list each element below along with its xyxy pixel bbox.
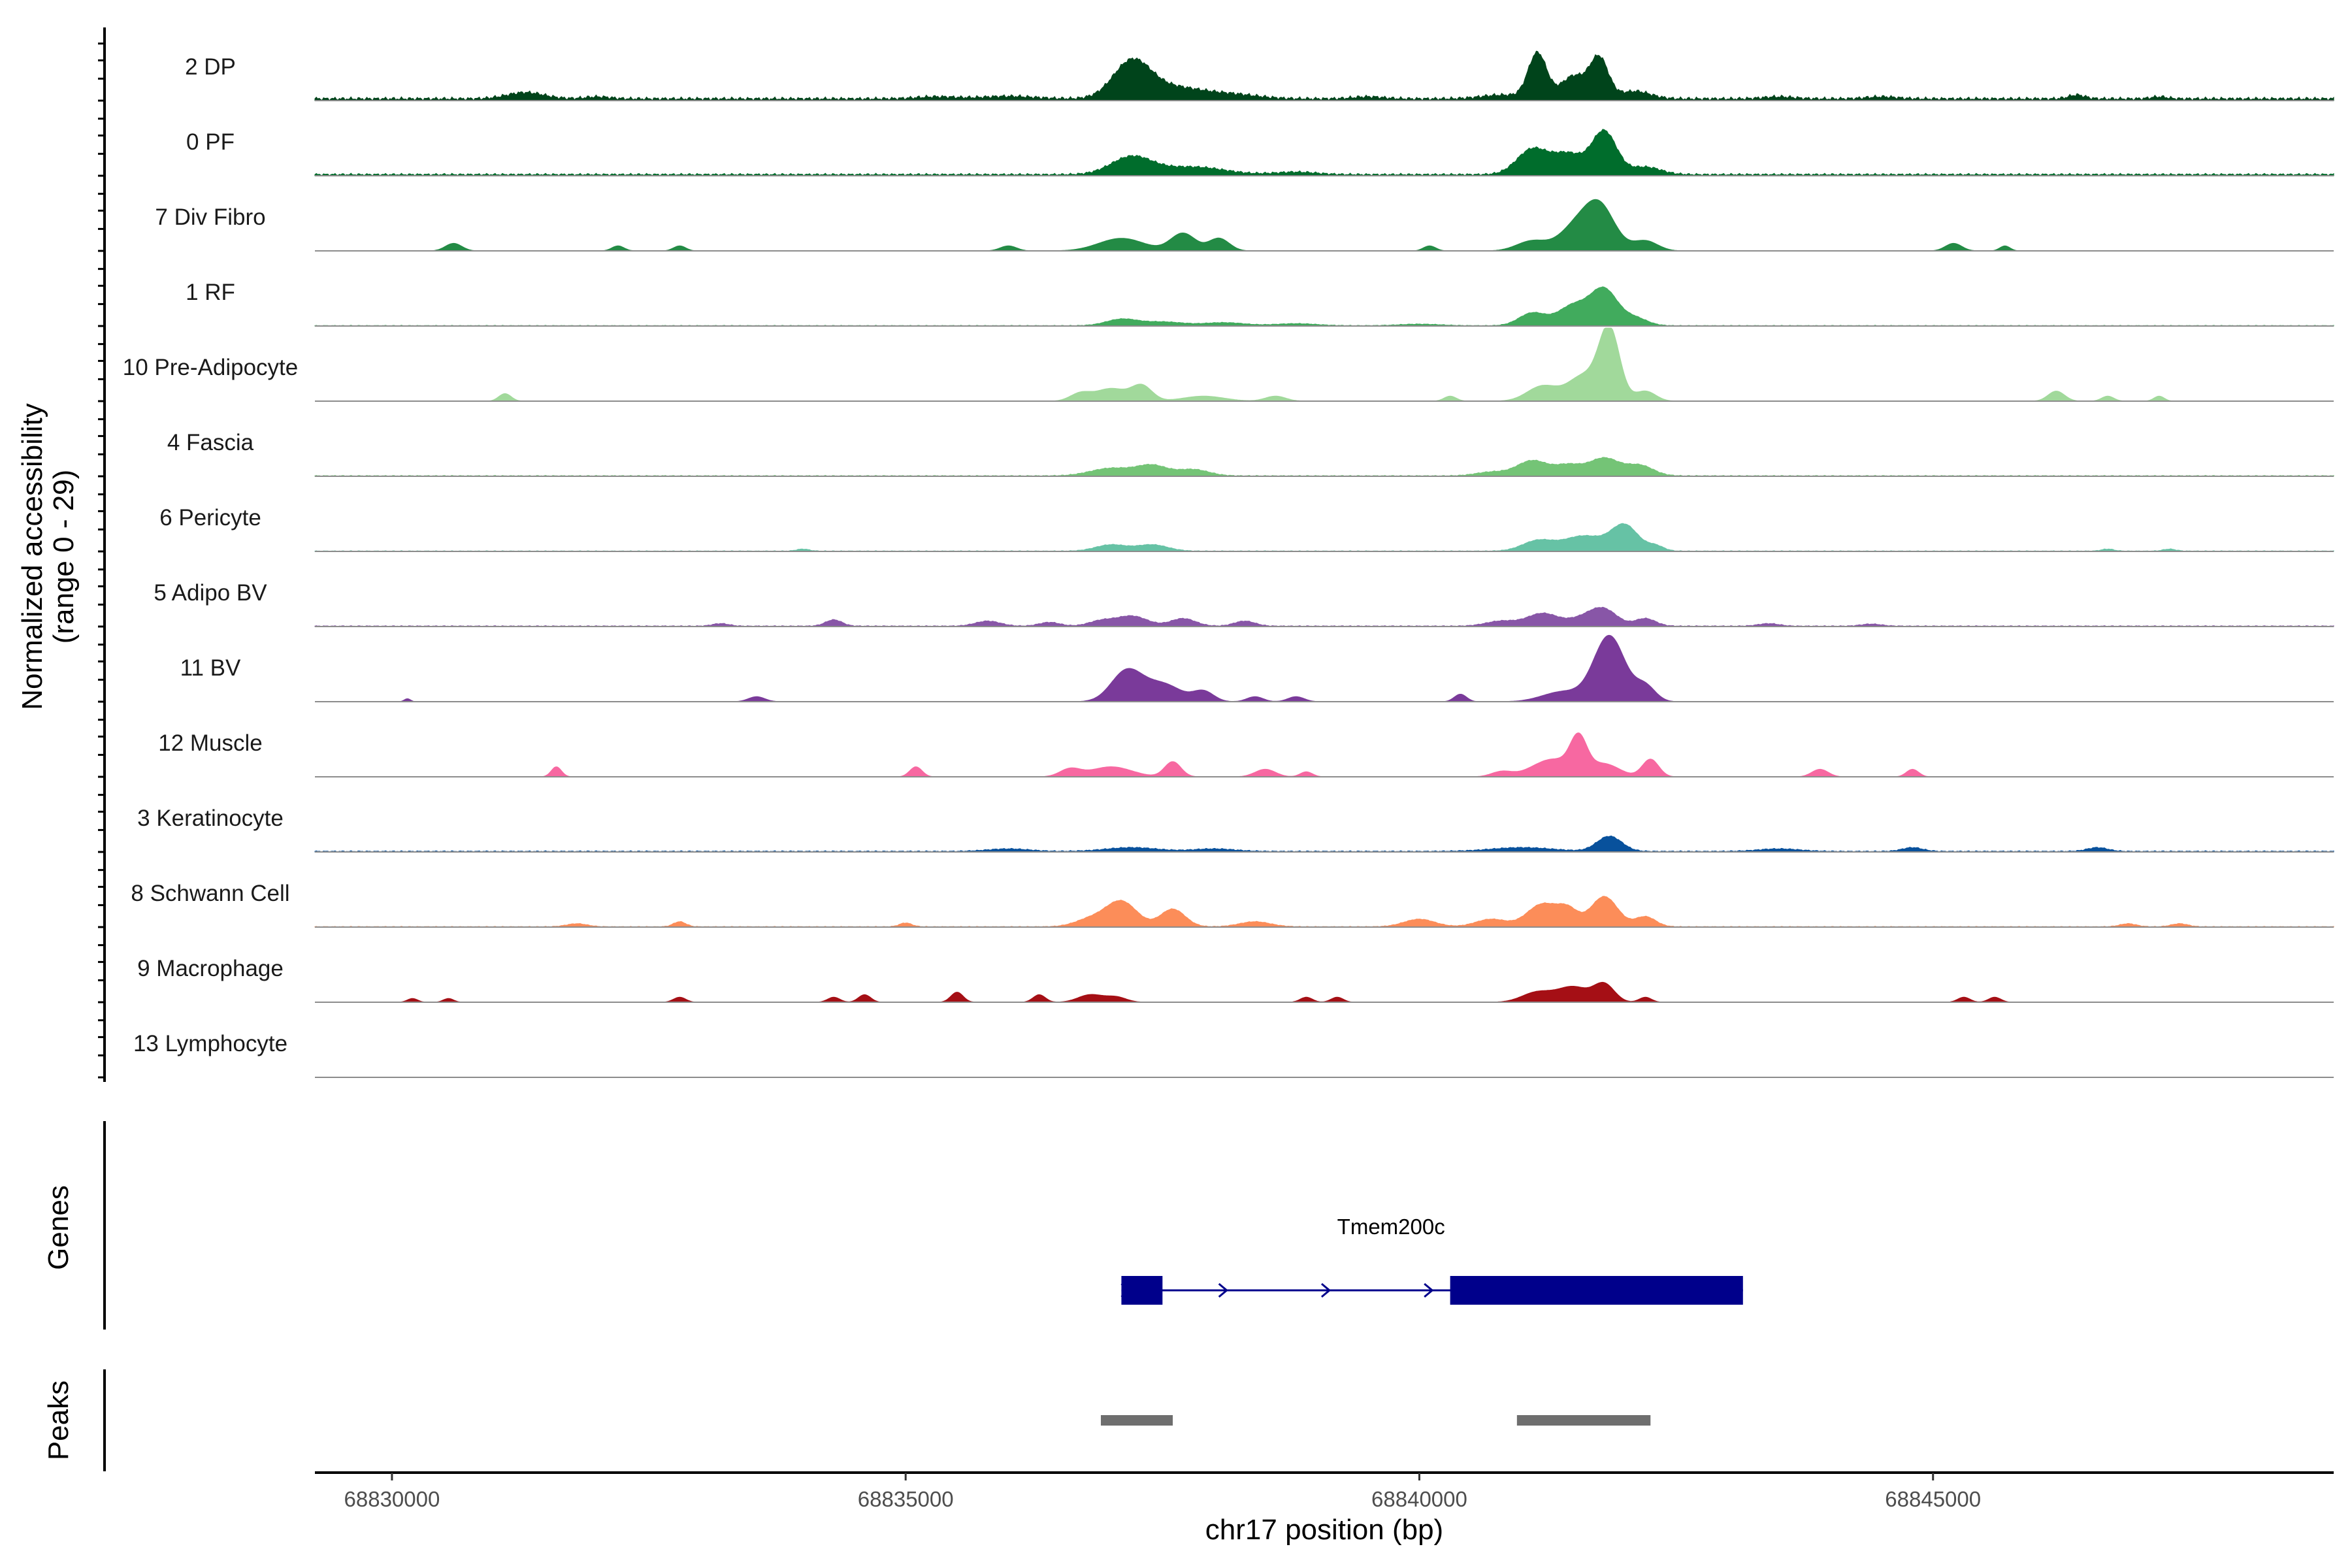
genes-panel-title: Genes: [42, 1185, 74, 1270]
track-10-pre-adipocyte: 10 Pre-Adipocyte: [98, 327, 2334, 402]
coverage-area: [314, 129, 2334, 176]
track-9-macrophage: 9 Macrophage: [98, 944, 2334, 1004]
track-1-rf: 1 RF: [98, 268, 2334, 327]
x-tick-label: 68835000: [858, 1487, 954, 1511]
track-label: 0 PF: [186, 129, 235, 155]
track-label: 10 Pre-Adipocyte: [123, 355, 298, 380]
y-axis-title-line1: Normalized accessibility: [16, 403, 48, 710]
x-ticks: 68830000 68835000 68840000 68845000: [344, 1473, 1981, 1511]
track-label: 1 RF: [186, 280, 235, 305]
peak-region: [1100, 1415, 1173, 1426]
strand-arrow: [1424, 1282, 1434, 1298]
peaks-panel-title: Peaks: [42, 1380, 74, 1460]
track-7-div-fibro: 7 Div Fibro: [98, 193, 2334, 252]
track-label: 11 BV: [180, 655, 241, 681]
track-2-dp: 2 DP: [98, 42, 2334, 102]
track-0-pf: 0 PF: [98, 118, 2334, 177]
gene-name-label: Tmem200c: [1337, 1215, 1445, 1239]
x-tick-label: 68830000: [344, 1487, 440, 1511]
track-12-muscle: 12 Muscle: [98, 719, 2334, 778]
track-label: 7 Div Fibro: [155, 204, 265, 230]
strand-arrow: [1120, 1282, 1131, 1298]
y-axis-title: Normalized accessibility (range 0 - 29): [16, 403, 80, 710]
coverage-area: [314, 50, 2334, 101]
track-label: 4 Fascia: [167, 430, 254, 455]
y-axis-title-line2: (range 0 - 29): [48, 470, 80, 644]
track-label: 2 DP: [185, 54, 236, 80]
track-3-keratinocyte: 3 Keratinocyte: [98, 794, 2334, 853]
peak-regions: [1100, 1415, 1651, 1426]
strand-arrow: [1218, 1282, 1229, 1298]
track-label: 12 Muscle: [158, 730, 263, 756]
track-label: 13 Lymphocyte: [133, 1031, 287, 1056]
track-5-adipo-bv: 5 Adipo BV: [98, 568, 2334, 628]
track-label: 3 Keratinocyte: [137, 806, 284, 831]
strand-arrow: [1320, 1282, 1331, 1298]
genes-panel: Genes Tmem200c: [42, 1121, 1743, 1330]
x-tick-label: 68845000: [1885, 1487, 1981, 1511]
track-label: 8 Schwann Cell: [131, 881, 289, 906]
track-4-fascia: 4 Fascia: [98, 418, 2334, 478]
x-tick-label: 68840000: [1371, 1487, 1467, 1511]
x-axis-title: chr17 position (bp): [1205, 1514, 1443, 1546]
peaks-panel: Peaks: [42, 1369, 1651, 1471]
gene-exon: [1450, 1276, 1743, 1305]
track-label: 5 Adipo BV: [154, 580, 267, 606]
coverage-tracks: 2 DP 0 PF 7 Div Fibro 1 RF 10 Pre-Adipocyte 4…: [98, 27, 2334, 1082]
gene-exon: [1121, 1276, 1163, 1305]
track-label: 9 Macrophage: [137, 956, 284, 981]
track-11-bv: 11 BV: [98, 634, 2334, 703]
track-label: 6 Pericyte: [159, 505, 261, 531]
x-axis: 68830000 68835000 68840000 68845000 chr17 p…: [315, 1471, 2334, 1546]
gene-model: [1120, 1276, 1743, 1305]
track-6-pericyte: 6 Pericyte: [98, 493, 2334, 553]
track-13-lymphocyte: 13 Lymphocyte: [98, 1019, 2334, 1079]
track-8-schwann-cell: 8 Schwann Cell: [98, 869, 2334, 928]
peak-region: [1516, 1415, 1651, 1426]
